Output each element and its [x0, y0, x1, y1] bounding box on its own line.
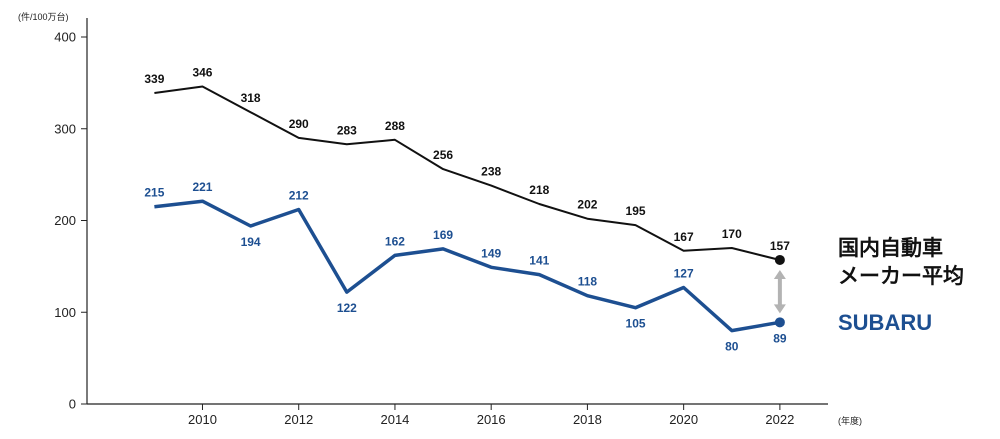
average-data-label: 218 — [529, 183, 549, 197]
y-tick-label: 0 — [69, 397, 76, 412]
subaru-data-label: 118 — [578, 275, 598, 289]
subaru-data-label: 215 — [144, 186, 164, 200]
subaru-data-label: 194 — [241, 235, 261, 249]
subaru-legend-label: SUBARU — [838, 310, 932, 335]
x-ticks: 2010 2012 2014 2016 2018 2020 2022 — [188, 404, 794, 427]
average-series-end-point — [774, 254, 785, 265]
average-data-label: 238 — [481, 165, 501, 179]
subaru-data-label: 221 — [192, 180, 212, 194]
y-tick-label: 100 — [54, 305, 76, 320]
subaru-data-label: 122 — [337, 301, 357, 315]
average-series-line — [154, 85, 781, 261]
gap-arrow-head-up — [773, 269, 786, 279]
average-data-label: 290 — [289, 117, 309, 131]
subaru-data-label: 149 — [481, 246, 501, 260]
x-tick-label: 2016 — [477, 412, 506, 427]
subaru-data-label: 127 — [674, 266, 694, 280]
average-data-label: 288 — [385, 119, 405, 133]
gap-arrow-head-down — [773, 304, 786, 314]
average-data-label: 157 — [770, 239, 790, 253]
series-lines — [154, 85, 785, 333]
average-data-label: 283 — [337, 123, 357, 137]
average-data-label: 167 — [674, 230, 694, 244]
subaru-data-label: 105 — [626, 317, 646, 331]
subaru-data-label: 212 — [289, 188, 309, 202]
x-tick-label: 2010 — [188, 412, 217, 427]
x-axis-unit: (年度) — [838, 415, 862, 426]
subaru-data-label: 80 — [725, 340, 739, 354]
average-legend-label: メーカー平均 — [838, 264, 964, 288]
average-data-label: 346 — [192, 66, 212, 80]
gap-arrow — [773, 269, 786, 314]
x-tick-label: 2022 — [765, 412, 794, 427]
subaru-data-label: 162 — [385, 234, 405, 248]
x-tick-label: 2018 — [573, 412, 602, 427]
subaru-data-label: 89 — [773, 331, 787, 345]
x-tick-label: 2020 — [669, 412, 698, 427]
x-tick-label: 2012 — [284, 412, 313, 427]
x-tick-label: 2014 — [380, 412, 409, 427]
average-data-label: 170 — [722, 227, 742, 241]
average-data-label: 256 — [433, 148, 453, 162]
y-tick-label: 400 — [54, 30, 76, 45]
average-data-label: 202 — [577, 198, 597, 212]
y-ticks: 0 100 200 300 400 — [54, 30, 87, 412]
y-tick-label: 200 — [54, 213, 76, 228]
subaru-data-label: 141 — [529, 254, 549, 268]
data-labels: 339 346 318 290 283 288 256 238 218 202 195 167 170 1… — [144, 66, 790, 354]
y-axis-unit: (件/100万台) — [18, 11, 69, 22]
y-tick-label: 300 — [54, 121, 76, 136]
subaru-series-end-point — [774, 317, 785, 328]
average-data-label: 318 — [241, 91, 261, 105]
average-data-label: 339 — [144, 72, 164, 86]
subaru-data-label: 169 — [433, 228, 453, 242]
average-legend-label: 国内自動車 — [838, 236, 943, 260]
average-data-label: 195 — [626, 204, 646, 218]
subaru-series-line — [154, 199, 781, 333]
